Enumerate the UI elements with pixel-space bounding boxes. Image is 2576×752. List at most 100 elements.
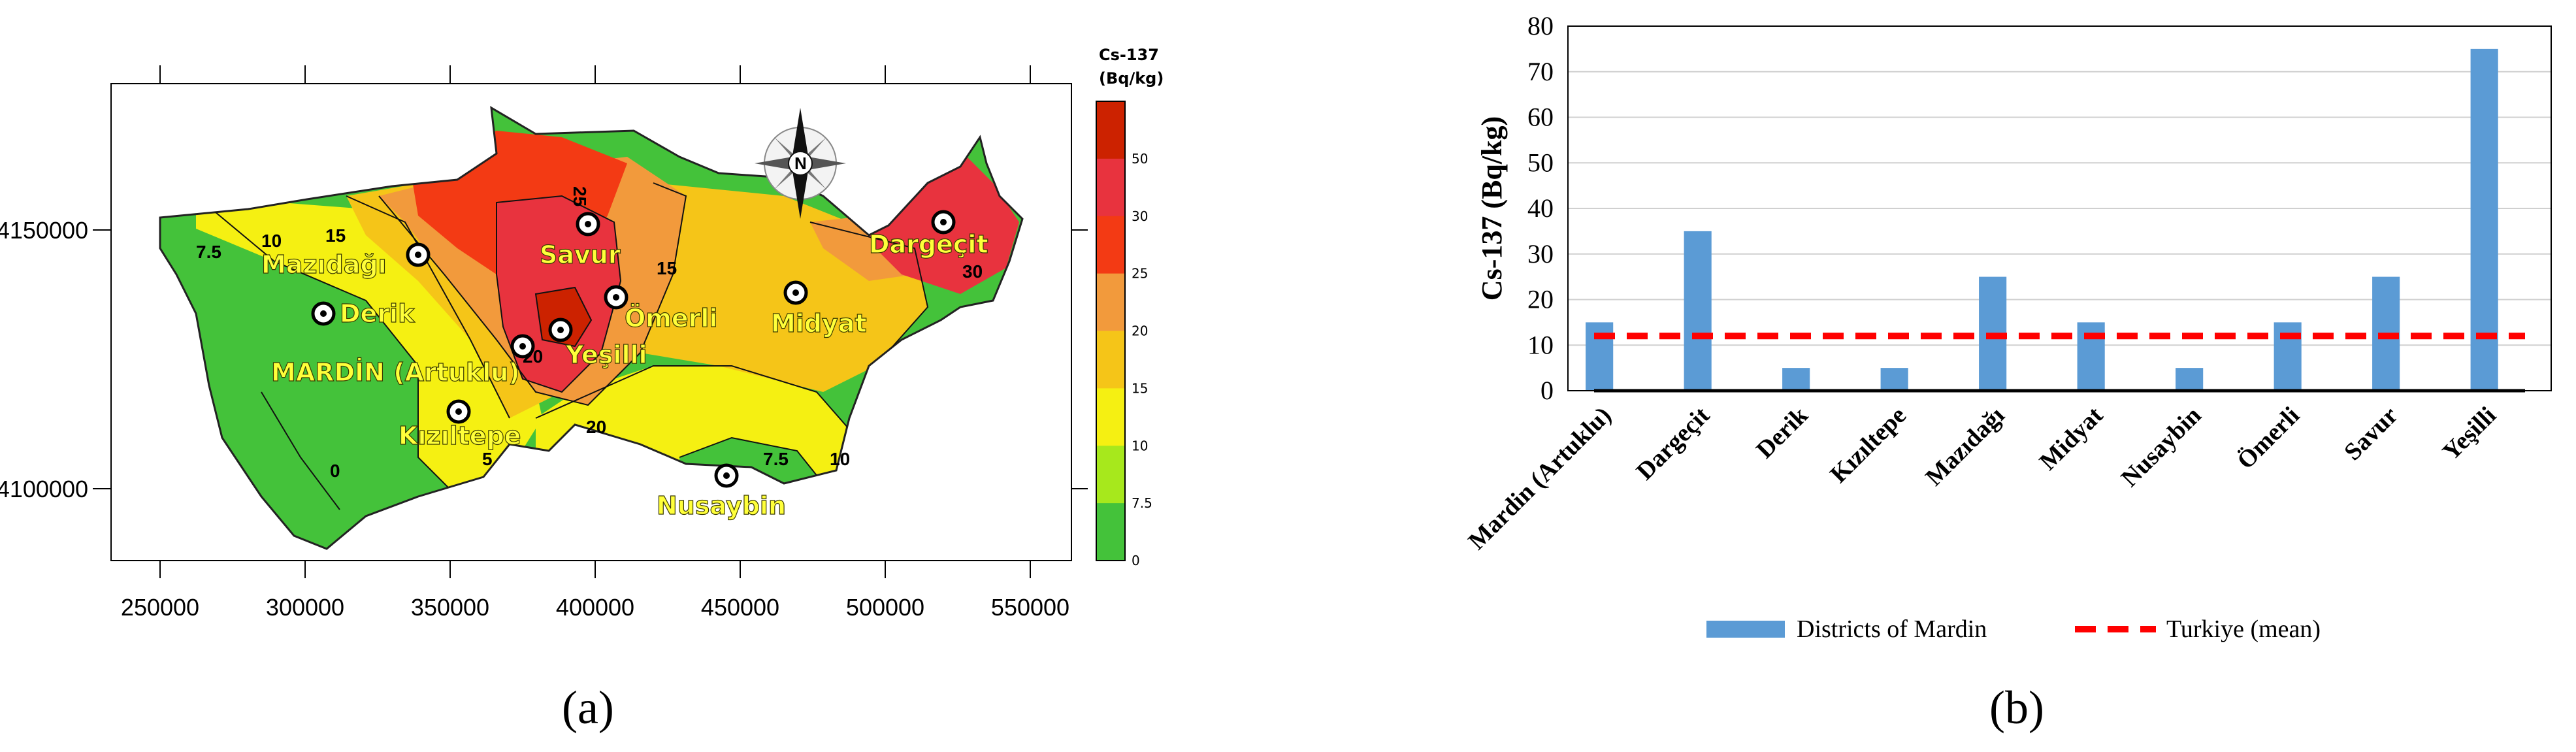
y-tick-label: 80	[1527, 11, 1554, 41]
colorbar-swatch	[1096, 101, 1125, 159]
colorbar-swatch	[1096, 331, 1125, 389]
y-tick-label: 60	[1527, 103, 1554, 132]
marker-mazidagi	[406, 242, 431, 267]
district-markers	[311, 210, 956, 488]
y-tick-label: 10	[1527, 330, 1554, 359]
compass-icon: N	[755, 108, 846, 219]
bar	[2274, 322, 2302, 391]
colorbar-swatch	[1096, 503, 1125, 561]
y-tick-label: 50	[1527, 148, 1554, 177]
x-tick-labels: Mardin (Artuklu) Dargeçit Derik Kızıltepe Ma…	[1463, 401, 2502, 555]
x-tick-label: Ömerli	[2232, 402, 2305, 475]
x-tick-label: 450000	[701, 594, 779, 621]
contour-label: 15	[325, 225, 346, 246]
legend-label-districts: Districts of Mardin	[1797, 615, 1987, 643]
x-tick-label: Mardin (Artuklu)	[1463, 402, 1617, 555]
district-label-derik: Derik	[340, 299, 415, 328]
colorbar-swatch	[1096, 216, 1125, 274]
y-tick-label: 4150000	[0, 217, 88, 244]
plot-frame	[1567, 25, 2552, 391]
colorbar-tick-label: 0	[1132, 553, 1140, 568]
marker-savur	[576, 212, 600, 237]
contour-label: 10	[261, 231, 282, 251]
contour-label: 20	[586, 417, 606, 437]
contour-label: 5	[482, 449, 493, 469]
x-tick-label: Nusaybin	[2116, 402, 2207, 493]
colorbar-title-line2: (Bq/kg)	[1099, 69, 1164, 88]
colorbar-tick-label: 50	[1132, 151, 1148, 167]
x-tick-label: 350000	[411, 594, 489, 621]
contour-label: 30	[962, 261, 983, 282]
district-label-omerli: Ömerli	[625, 304, 717, 333]
legend: Districts of Mardin Turkiye (mean)	[1706, 615, 2321, 643]
colorbar: Cs-137 (Bq/kg) 50 30 25 20 15 10 7.5 0	[1096, 46, 1164, 568]
district-label-midyat: Midyat	[771, 309, 867, 338]
x-tick-label: Dargeçit	[1631, 401, 1715, 485]
x-tick-label: Derik	[1751, 401, 1814, 464]
x-tick-label: Mazıdağı	[1920, 402, 2010, 491]
colorbar-tick-label: 10	[1132, 438, 1148, 453]
colorbar-tick-label: 20	[1132, 323, 1148, 339]
colorbar-swatch	[1096, 446, 1125, 504]
y-tick-label: 4100000	[0, 476, 88, 502]
bars	[1586, 48, 2498, 391]
contour-label: 0	[330, 461, 340, 481]
legend-label-turkiye: Turkiye (mean)	[2166, 615, 2321, 643]
bar	[1880, 368, 1908, 391]
district-label-nusaybin: Nusaybin	[657, 491, 786, 520]
colorbar-tick-label: 25	[1132, 266, 1148, 282]
district-label-yesilli: Yeşilli	[565, 340, 647, 369]
map-x-ticks	[93, 65, 1088, 578]
x-tick-label: Savur	[2339, 402, 2403, 466]
bar	[1684, 231, 1712, 391]
contour-label: 25	[570, 186, 590, 206]
panel-label-a: (a)	[562, 681, 614, 734]
x-tick-label: 500000	[846, 594, 924, 621]
marker-kiziltepe	[446, 399, 471, 424]
compass-n-label: N	[794, 154, 807, 173]
x-tick-label: 400000	[556, 594, 634, 621]
colorbar-tick-label: 15	[1132, 380, 1148, 396]
y-axis-label: Cs-137 (Bq/kg)	[1476, 116, 1508, 301]
x-tick-label: 250000	[121, 594, 199, 621]
marker-midyat	[783, 280, 808, 305]
district-label-dargecit: Dargeçit	[869, 230, 988, 259]
y-tick-label: 40	[1527, 193, 1554, 223]
marker-yesilli	[548, 318, 573, 342]
colorbar-swatch	[1096, 388, 1125, 446]
bar-chart-panel: 0 10 20 30 40 50 60 70 80 Mardin (Artuklu) Dargeç…	[1463, 11, 2552, 643]
map-y-tick-labels: 4150000 4100000	[0, 217, 88, 502]
contour-label: 7.5	[763, 449, 789, 469]
y-tick-label: 20	[1527, 285, 1554, 314]
marker-derik	[311, 301, 336, 326]
map-x-tick-labels: 250000 300000 350000 400000 450000 50000…	[121, 594, 1069, 621]
colorbar-frame	[1096, 101, 1126, 561]
panel-label-b: (b)	[1989, 681, 2044, 734]
y-tick-label: 0	[1541, 376, 1554, 405]
marker-dargecit	[931, 210, 956, 235]
marker-omerli	[604, 285, 628, 310]
x-tick-label: Midyat	[2034, 401, 2109, 476]
colorbar-swatch	[1096, 158, 1125, 217]
district-label-kiziltepe: Kızıltepe	[399, 421, 521, 450]
marker-nusaybin	[714, 463, 739, 488]
bar	[1782, 368, 1810, 391]
district-label-mazidagi: Mazıdağı	[261, 250, 387, 279]
district-label-mardin: MARDİN (Artuklu)	[271, 358, 520, 387]
bar	[2470, 48, 2498, 391]
bar	[1586, 322, 1614, 391]
x-tick-label: 300000	[266, 594, 344, 621]
contour-label: 10	[830, 449, 850, 469]
bar	[2077, 322, 2105, 391]
colorbar-tick-label: 7.5	[1132, 495, 1152, 511]
district-label-savur: Savur	[540, 240, 621, 269]
map-panel: 7.5 10 15 25 15 20 20 0 5 7.5 10 30	[0, 46, 1164, 621]
district-labels: Mazıdağı Derik MARDİN (Artuklu) Kızıltep…	[261, 229, 988, 520]
x-tick-label: 550000	[991, 594, 1069, 621]
y-tick-labels: 0 10 20 30 40 50 60 70 80	[1527, 11, 1554, 405]
contour-label: 15	[657, 258, 677, 278]
colorbar-swatch	[1096, 273, 1125, 331]
colorbar-tick-label: 30	[1132, 208, 1148, 224]
legend-swatch-districts	[1706, 621, 1785, 638]
